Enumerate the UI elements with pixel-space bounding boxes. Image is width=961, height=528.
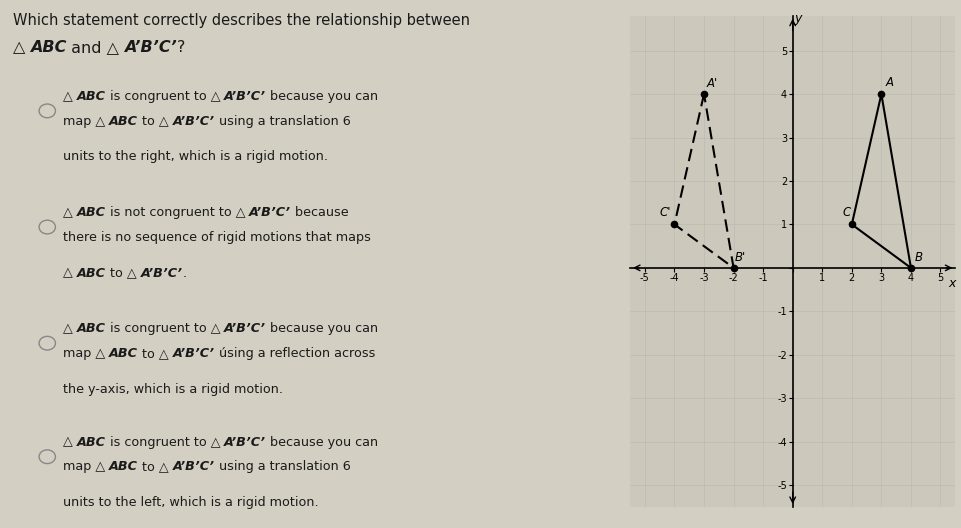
Text: ABC: ABC	[30, 40, 66, 54]
Text: △: △	[12, 40, 30, 54]
Text: units to the left, which is a rigid motion.: units to the left, which is a rigid moti…	[63, 496, 318, 510]
Text: .: .	[183, 267, 186, 280]
Text: to △: to △	[106, 267, 140, 280]
Text: △: △	[63, 206, 77, 219]
Text: because you can: because you can	[266, 436, 378, 449]
Text: ABC: ABC	[77, 267, 106, 280]
Text: using a translation 6: using a translation 6	[214, 115, 350, 128]
Text: A': A'	[706, 77, 718, 90]
Text: to △: to △	[138, 115, 173, 128]
Text: because: because	[291, 206, 349, 219]
Text: is congruent to △: is congruent to △	[106, 90, 224, 103]
Text: ?: ?	[177, 40, 185, 54]
Text: A’B’C’: A’B’C’	[140, 267, 183, 280]
Text: map △: map △	[63, 347, 109, 360]
Text: is congruent to △: is congruent to △	[106, 436, 224, 449]
Text: x: x	[948, 277, 955, 290]
Text: using a translation 6: using a translation 6	[214, 460, 350, 474]
Text: C: C	[841, 206, 850, 219]
Text: to △: to △	[138, 347, 173, 360]
Text: is not congruent to △: is not congruent to △	[106, 206, 249, 219]
Text: units to the right, which is a rigid motion.: units to the right, which is a rigid mot…	[63, 150, 328, 164]
Text: ABC: ABC	[77, 436, 106, 449]
Text: B: B	[914, 251, 922, 265]
Text: ABC: ABC	[109, 115, 138, 128]
Text: y: y	[794, 12, 801, 25]
Text: because you can: because you can	[266, 90, 378, 103]
Text: A’B’C’: A’B’C’	[224, 436, 266, 449]
Text: B': B'	[734, 250, 746, 263]
Text: △: △	[63, 322, 77, 335]
Text: map △: map △	[63, 115, 109, 128]
Text: A’B’C’: A’B’C’	[224, 90, 266, 103]
Text: ABC: ABC	[77, 322, 106, 335]
Text: the y-axis, which is a rigid motion.: the y-axis, which is a rigid motion.	[63, 383, 283, 396]
Text: ABC: ABC	[77, 206, 106, 219]
Text: A’B’C’: A’B’C’	[124, 40, 177, 54]
Text: A’B’C’: A’B’C’	[173, 460, 214, 474]
Text: úsing a reflection across: úsing a reflection across	[214, 347, 375, 360]
Text: Which statement correctly describes the relationship between: Which statement correctly describes the …	[12, 13, 469, 28]
Text: map △: map △	[63, 460, 109, 474]
Text: △: △	[63, 267, 77, 280]
Text: there is no sequence of rigid motions that maps: there is no sequence of rigid motions th…	[63, 231, 371, 244]
Text: A’B’C’: A’B’C’	[224, 322, 266, 335]
Text: ABC: ABC	[109, 347, 138, 360]
Text: △: △	[63, 90, 77, 103]
Text: to △: to △	[138, 460, 173, 474]
Text: A’B’C’: A’B’C’	[173, 115, 214, 128]
Text: is congruent to △: is congruent to △	[106, 322, 224, 335]
Text: A’B’C’: A’B’C’	[173, 347, 214, 360]
Text: A: A	[885, 76, 893, 89]
Text: and △: and △	[66, 40, 124, 54]
Text: ABC: ABC	[77, 90, 106, 103]
Text: ABC: ABC	[109, 460, 138, 474]
Text: because you can: because you can	[266, 322, 378, 335]
Text: C': C'	[659, 206, 671, 219]
Text: A’B’C’: A’B’C’	[249, 206, 291, 219]
Text: △: △	[63, 436, 77, 449]
